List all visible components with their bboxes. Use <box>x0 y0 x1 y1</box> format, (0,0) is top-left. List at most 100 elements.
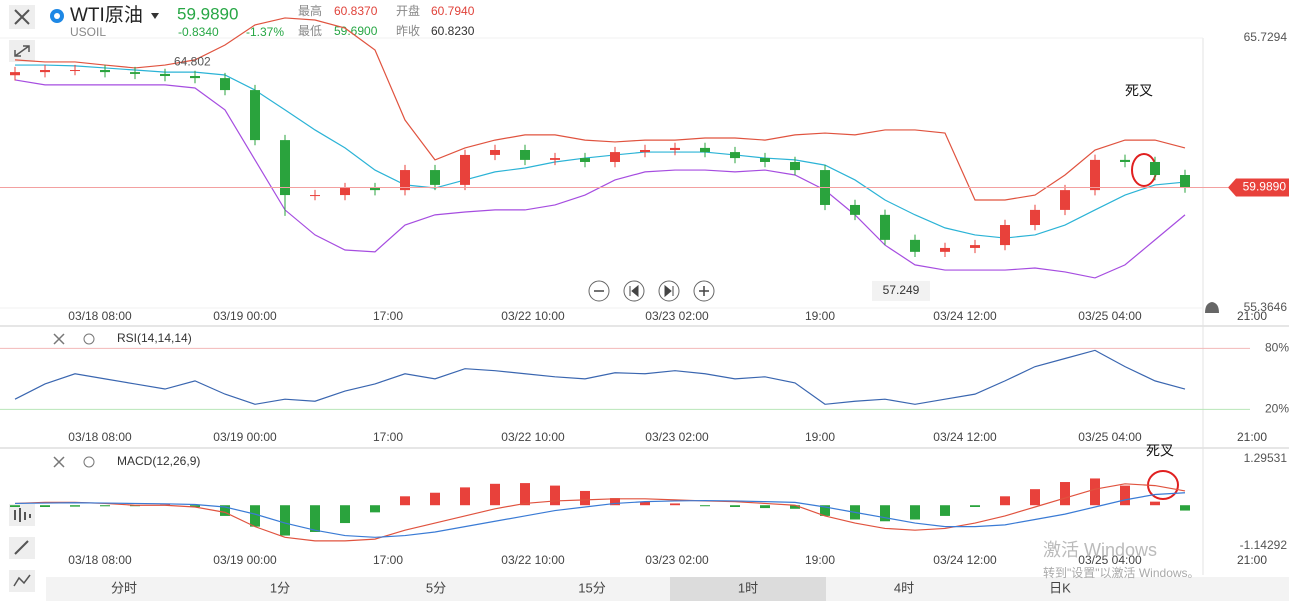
watermark: 转到"设置"以激活 Windows。 <box>1043 565 1200 580</box>
zoom-out[interactable] <box>588 280 610 302</box>
dropdown[interactable] <box>151 13 159 19</box>
candle-body <box>100 70 110 73</box>
candle-body <box>610 152 620 162</box>
candle-body <box>1120 159 1130 162</box>
candle-body <box>1090 159 1100 191</box>
y-tick-label: -1.14292 <box>1240 538 1288 552</box>
y-tick-label: 20% <box>1265 402 1289 416</box>
tab[interactable]: 日K <box>1049 580 1071 595</box>
macd-line <box>14 492 1186 538</box>
x-tick-label: 03/19 00:00 <box>213 553 277 567</box>
x-tick-label: 03/18 08:00 <box>68 553 132 567</box>
tool-button[interactable] <box>9 504 35 526</box>
candle-body <box>280 140 290 196</box>
candle-body <box>40 70 50 73</box>
candle-body <box>520 149 530 160</box>
tool-button[interactable] <box>9 570 35 592</box>
alert-bell[interactable] <box>1205 302 1219 313</box>
candle-body <box>1000 225 1010 246</box>
x-tick-label: 03/23 02:00 <box>645 309 709 323</box>
x-tick-label: 21:00 <box>1237 553 1267 567</box>
x-tick-label: 03/19 00:00 <box>213 430 277 444</box>
panel-settings[interactable] <box>83 456 95 468</box>
tab-bar <box>46 577 1289 601</box>
tab[interactable]: 1时 <box>738 580 758 595</box>
candle-body <box>130 72 140 74</box>
x-tick-label: 19:00 <box>805 430 835 444</box>
macd-bar <box>790 505 800 509</box>
candle-body <box>970 245 980 248</box>
candle-body <box>70 70 80 72</box>
x-tick-label: 19:00 <box>805 309 835 323</box>
x-tick-label: 21:00 <box>1237 430 1267 444</box>
macd-bar <box>370 505 380 513</box>
candle-body <box>790 161 800 171</box>
panel-close[interactable] <box>53 456 65 468</box>
macd-bar <box>460 487 470 506</box>
macd-bar <box>700 505 710 507</box>
candle-body <box>460 154 470 185</box>
tab[interactable]: 15分 <box>578 580 605 595</box>
y-tick-label: 80% <box>1265 340 1289 354</box>
x-tick-label: 03/18 08:00 <box>68 430 132 444</box>
tab[interactable]: 1分 <box>270 580 290 595</box>
code: USOIL <box>70 25 106 39</box>
candle-body <box>310 195 320 197</box>
annotation: 死叉 <box>1125 83 1153 99</box>
symbol: WTI原油 <box>70 4 143 26</box>
x-tick-label: 03/23 02:00 <box>645 553 709 567</box>
tool-button[interactable] <box>9 537 35 559</box>
tab[interactable]: 4时 <box>894 580 914 595</box>
last-price-label: 59.9890 <box>1243 180 1287 194</box>
x-tick-label: 03/22 10:00 <box>501 309 565 323</box>
zoom-in[interactable] <box>693 280 715 302</box>
low-marker-box <box>872 280 930 301</box>
candle-body <box>340 188 350 196</box>
panel-title: RSI(14,14,14) <box>117 331 192 345</box>
tool-button[interactable] <box>9 40 35 62</box>
tab[interactable]: 5分 <box>426 580 446 595</box>
last-price-tag <box>1228 178 1289 197</box>
x-tick-label: 03/19 00:00 <box>213 309 277 323</box>
x-tick-label: 17:00 <box>373 430 403 444</box>
tab[interactable]: 分时 <box>111 580 137 595</box>
candle-body <box>490 149 500 155</box>
macd-bar <box>220 505 230 516</box>
x-tick-label: 03/22 10:00 <box>501 430 565 444</box>
macd-bar <box>970 505 980 508</box>
macd-bar <box>490 483 500 506</box>
x-tick-label: 03/25 04:00 <box>1078 309 1142 323</box>
prev[interactable] <box>623 280 645 302</box>
candle-body <box>1030 209 1040 226</box>
macd-bar <box>1090 478 1100 506</box>
next[interactable] <box>658 280 680 302</box>
candle-body <box>1060 190 1070 210</box>
macd-bar <box>10 505 20 508</box>
macd-bar <box>190 505 200 508</box>
change-pct: -1.37% <box>246 25 284 39</box>
panel-settings[interactable] <box>83 333 95 345</box>
candle-body <box>400 170 410 191</box>
macd-bar <box>1150 501 1160 506</box>
stat-value: 60.8370 <box>334 4 378 18</box>
macd-bar <box>1180 505 1190 511</box>
candle-body <box>220 78 230 91</box>
change: -0.8340 <box>178 25 219 39</box>
macd-bar <box>100 505 110 507</box>
candle-body <box>940 247 950 252</box>
stat-label: 最高 <box>298 3 322 18</box>
close-button[interactable] <box>9 5 35 29</box>
macd-bar <box>340 505 350 524</box>
macd-bar <box>910 505 920 520</box>
macd-bar <box>430 492 440 506</box>
high-marker: 64.802 <box>174 54 211 68</box>
candle-body <box>730 152 740 159</box>
macd-bar <box>580 490 590 506</box>
panel-close[interactable] <box>53 333 65 345</box>
macd-bar <box>670 503 680 506</box>
macd-bar <box>70 505 80 507</box>
annotation: 死叉 <box>1146 443 1174 459</box>
y-tick-label: 55.3646 <box>1244 300 1288 314</box>
x-tick-label: 19:00 <box>805 553 835 567</box>
